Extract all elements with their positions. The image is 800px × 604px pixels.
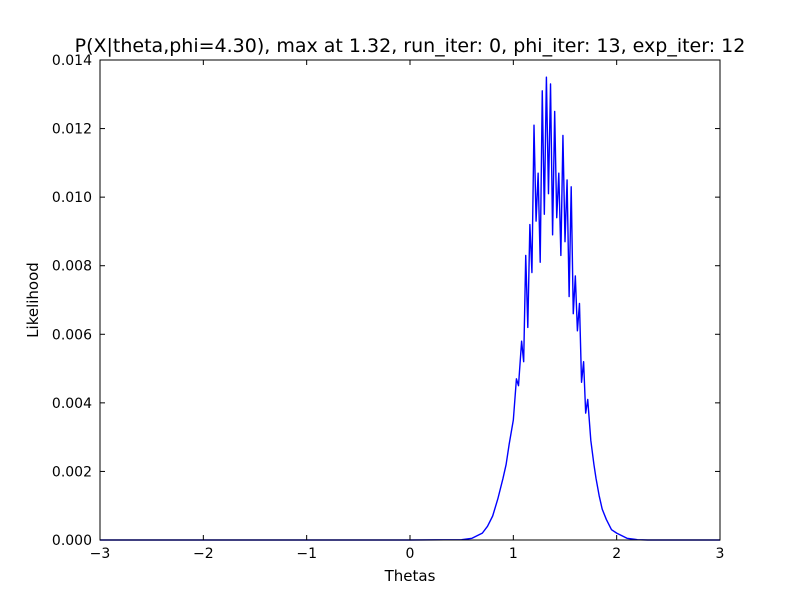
chart-title: P(X|theta,phi=4.30), max at 1.32, run_it… bbox=[75, 35, 746, 57]
x-tick-label: −2 bbox=[193, 546, 214, 562]
x-tick-label: 0 bbox=[406, 546, 415, 562]
y-tick-label: 0.010 bbox=[52, 190, 92, 206]
y-tick-label: 0.012 bbox=[52, 122, 92, 138]
x-tick-label: −1 bbox=[296, 546, 317, 562]
x-tick-label: −3 bbox=[90, 546, 111, 562]
axes-frame bbox=[99, 59, 721, 541]
x-tick-label: 3 bbox=[716, 546, 725, 562]
y-axis-label: Likelihood bbox=[24, 262, 42, 338]
y-tick-label: 0.008 bbox=[52, 259, 92, 275]
series-line-0 bbox=[100, 76, 720, 541]
y-tick-label: 0.014 bbox=[52, 53, 92, 69]
y-tick-label: 0.002 bbox=[52, 464, 92, 480]
x-tick-label: 1 bbox=[509, 546, 518, 562]
x-axis-label: Thetas bbox=[384, 567, 436, 585]
y-tick-label: 0.004 bbox=[52, 396, 92, 412]
plot-area bbox=[100, 76, 720, 541]
y-tick-label: 0.006 bbox=[52, 327, 92, 343]
x-tick-label: 2 bbox=[612, 546, 621, 562]
y-tick-label: 0.000 bbox=[52, 533, 92, 549]
